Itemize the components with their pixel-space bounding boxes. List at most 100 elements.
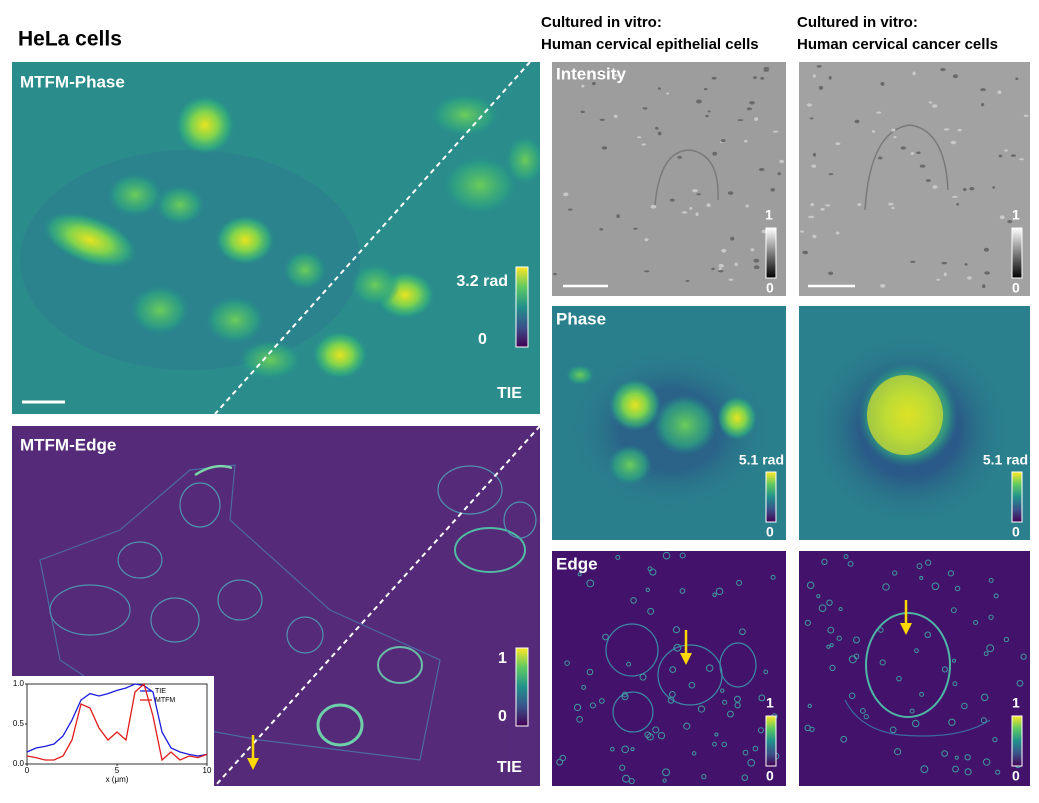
inset-chart: 0.0 0.5 1.0 0 5 10 x (μm) TIE MTFM [12,676,214,786]
colorbar-label: 1 [498,650,507,667]
column-header: Human cervical cancer cells [797,36,998,53]
colorbar-label: 0 [766,768,774,784]
debris [878,156,883,160]
debris [950,607,957,614]
debris [728,278,734,281]
debris [741,774,749,781]
debris [820,207,825,211]
debris [763,66,770,71]
debris [727,191,734,195]
debris [980,88,986,92]
debris [745,204,749,208]
debris [721,741,727,748]
debris [1016,679,1024,687]
debris [982,758,991,766]
debris [980,717,987,724]
debris [609,746,615,752]
x-tick-label: 5 [115,766,120,775]
debris [1019,158,1024,161]
debris [577,572,582,577]
debris [952,74,958,79]
debris [679,552,686,559]
y-tick-label: 1.0 [13,679,25,688]
colorbar [1011,715,1023,767]
debris [997,90,1002,95]
debris [928,101,933,104]
debris [912,71,916,76]
debris [689,206,693,210]
debris [828,271,834,276]
debris [758,167,765,172]
debris [749,101,755,105]
debris [941,750,948,757]
panel-label: Phase [556,309,606,328]
debris [848,692,856,700]
debris [734,695,741,703]
debris [931,104,938,108]
debris [993,593,999,599]
divider-line [214,61,531,415]
debris [840,735,848,743]
debris [662,778,667,783]
debris [753,258,760,263]
debris [810,203,815,207]
debris [988,614,994,620]
debris [613,114,618,118]
debris [696,99,702,104]
debris [1015,77,1019,81]
debris [697,705,706,713]
column-header: Cultured in vitro: [541,14,662,31]
debris [888,202,894,206]
debris [964,768,972,776]
intensity-image [552,62,1030,296]
debris [563,192,569,197]
debris [655,126,659,130]
debris [673,643,682,652]
debris [669,666,677,674]
debris [893,136,897,139]
debris [711,76,717,80]
debris [969,187,975,191]
colorbar [765,471,777,523]
debris [835,142,841,146]
debris [981,102,985,107]
debris [900,146,906,150]
debris [920,765,929,774]
debris [672,626,680,634]
debris [986,644,995,653]
debris [964,754,971,761]
debris [758,694,766,702]
debris [954,585,961,592]
debris [760,77,765,80]
debris [630,747,635,752]
debris [857,203,862,207]
debris [644,731,652,739]
debris [1003,636,1010,643]
debris [909,708,915,714]
debris [622,774,631,783]
debris [744,139,748,143]
debris [802,250,809,255]
debris [712,151,718,156]
debris [650,204,657,209]
debris [962,188,967,192]
colorbar-label: 5.1 rad [739,452,784,468]
debris [581,84,585,88]
colorbar-label: 0 [766,280,774,296]
panel-label: Intensity [556,64,626,83]
debris [816,65,822,68]
debris [1010,154,1016,157]
debris [957,128,962,132]
debris [685,279,690,282]
debris [878,627,884,633]
debris [932,185,938,189]
debris [919,575,924,580]
debris [948,718,956,726]
debris [829,664,836,672]
debris [667,696,675,704]
debris [647,607,655,615]
debris [894,748,902,756]
debris [750,248,755,252]
debris [564,660,570,666]
